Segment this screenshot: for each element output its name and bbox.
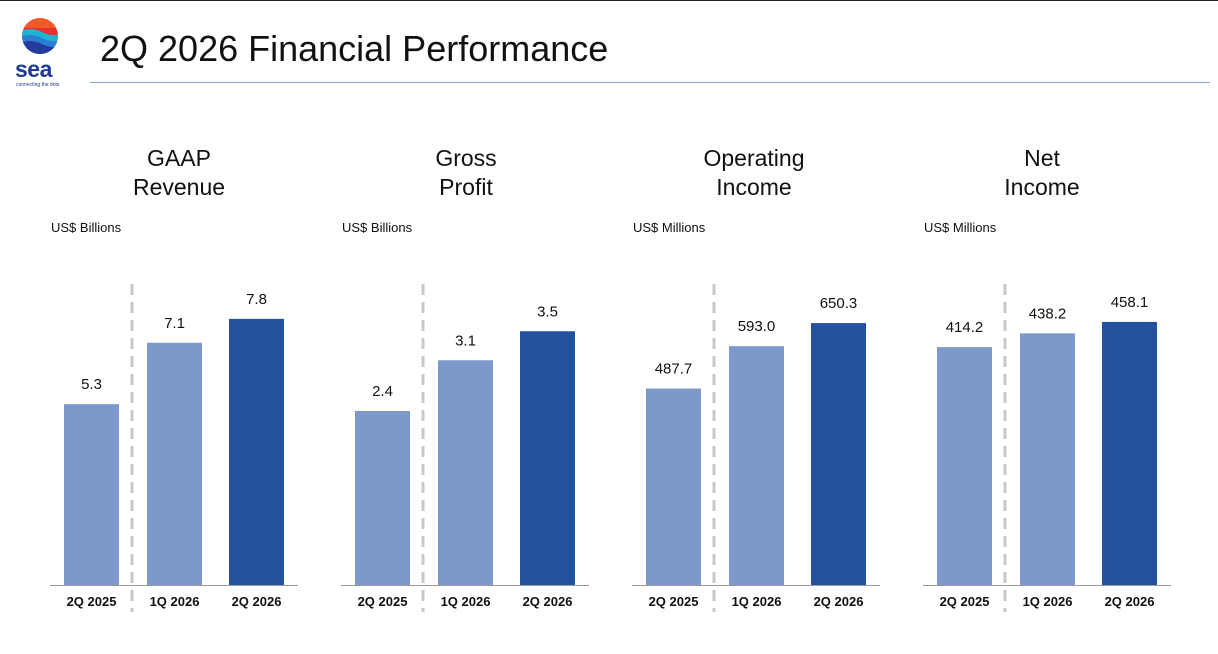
chart-title-line: Income <box>716 174 791 200</box>
data-label: 2.4 <box>372 383 393 400</box>
bar <box>1102 321 1157 585</box>
category-label: 2Q 2025 <box>649 594 699 609</box>
chart-title-line: Profit <box>439 174 493 200</box>
unit-label: US$ Billions <box>342 220 413 235</box>
unit-label: US$ Millions <box>633 220 706 235</box>
bar <box>811 323 866 585</box>
bar <box>147 342 202 585</box>
bar <box>64 404 119 585</box>
category-label: 1Q 2026 <box>441 594 491 609</box>
data-label: 7.8 <box>246 291 267 308</box>
unit-label: US$ Billions <box>51 220 122 235</box>
chart-title-line: Revenue <box>133 174 225 200</box>
data-label: 458.1 <box>1111 294 1149 311</box>
bar <box>937 347 992 585</box>
data-label: 5.3 <box>81 376 102 393</box>
category-label: 1Q 2026 <box>1023 594 1073 609</box>
logo-tagline: connecting the dots <box>16 82 60 88</box>
category-label: 2Q 2026 <box>1105 594 1155 609</box>
category-label: 2Q 2026 <box>814 594 864 609</box>
bar <box>229 318 284 585</box>
category-label: 2Q 2025 <box>940 594 990 609</box>
data-label: 593.0 <box>738 318 776 335</box>
top-border <box>0 0 1218 1</box>
data-label: 487.7 <box>655 361 693 378</box>
bar <box>1020 333 1075 585</box>
page-title: 2Q 2026 Financial Performance <box>100 28 609 69</box>
chart-title-line: Gross <box>435 145 496 171</box>
data-label: 414.2 <box>946 319 984 336</box>
bar <box>520 331 575 585</box>
chart-title-line: Net <box>1024 145 1060 171</box>
chart-title-line: GAAP <box>147 145 211 171</box>
data-label: 3.1 <box>455 332 476 349</box>
bar <box>646 388 701 585</box>
logo-text: sea <box>15 56 52 82</box>
sea-logo-icon <box>22 18 58 54</box>
chart-title-line: Operating <box>703 145 804 171</box>
unit-label: US$ Millions <box>924 220 997 235</box>
category-label: 1Q 2026 <box>732 594 782 609</box>
data-label: 438.2 <box>1029 305 1067 322</box>
title-divider <box>90 82 1210 83</box>
data-label: 650.3 <box>820 295 858 312</box>
bar <box>355 411 410 585</box>
category-label: 1Q 2026 <box>150 594 200 609</box>
data-label: 7.1 <box>164 315 185 332</box>
category-label: 2Q 2026 <box>523 594 573 609</box>
bar <box>729 346 784 585</box>
data-label: 3.5 <box>537 303 558 320</box>
category-label: 2Q 2025 <box>67 594 117 609</box>
category-label: 2Q 2026 <box>232 594 282 609</box>
chart-title-line: Income <box>1004 174 1079 200</box>
category-label: 2Q 2025 <box>358 594 408 609</box>
bar <box>438 360 493 585</box>
